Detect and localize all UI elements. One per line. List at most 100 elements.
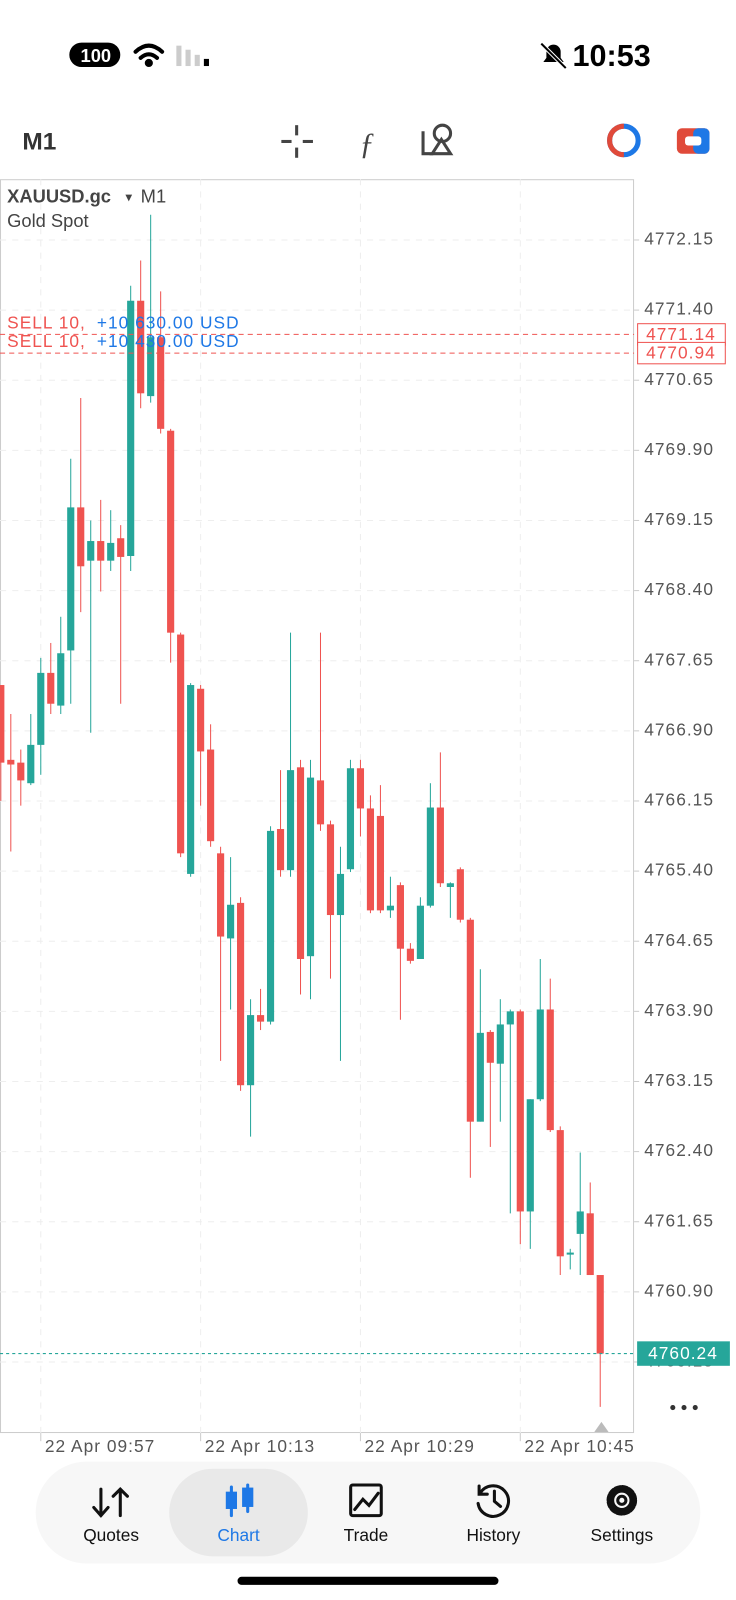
timeframe-button[interactable]: M1 [22,129,56,156]
candle-body [586,1213,594,1276]
candle-body [87,541,95,561]
objects-button[interactable] [421,123,454,156]
y-tick-label: 4763.90 [644,1000,714,1020]
candle-body [296,767,305,959]
wifi-icon [133,43,165,68]
order-price-tag [637,341,726,365]
crosshair-button[interactable] [281,125,313,158]
order-profit: +10 430.00 USD [97,331,240,351]
x-tick-label: 22 Apr 10:45 [524,1436,634,1456]
chart: 4772.15 4771.40 4770.65 4769.90 4769.15 4768.… [0,179,730,1456]
candle-body [0,685,5,763]
signal-icon [176,45,209,67]
candle-body [286,770,295,871]
chart-icon[interactable] [225,1483,254,1518]
mute-icon [539,42,568,70]
y-tick-label: 4769.15 [644,509,714,529]
y-tick-label: 4770.65 [644,369,714,389]
chart-symbol: XAUUSD.gc [7,186,111,207]
nav-label[interactable]: History [466,1525,520,1545]
candle-body [556,1130,564,1257]
candle-body [416,905,424,959]
order-label: SELL 10, [7,312,86,332]
scroll-marker [594,1421,609,1433]
candle-body [27,744,35,784]
candle-body [207,749,215,842]
candle-body [376,815,385,911]
candle-body [77,507,85,567]
candle-body [526,1099,534,1212]
candle-body [306,777,315,957]
candle-body [37,672,45,745]
candle-body [536,1009,544,1100]
candle-body [386,905,394,911]
order-price: 4771.14 [646,324,716,344]
y-tick-label: 4766.90 [644,719,714,739]
account-button[interactable] [607,123,641,158]
candle-body [127,300,135,557]
candle-body [276,829,285,871]
candle-body [107,542,115,561]
candle-body [137,300,145,394]
candle-body [476,1032,484,1122]
y-tick-label: 4772.15 [644,229,714,249]
y-tick-label: 4767.65 [644,649,714,669]
order-label: SELL 10, [7,331,86,351]
nav-label[interactable]: Settings [591,1525,654,1545]
candle-body [316,780,325,825]
candle-body [546,1009,554,1131]
candle-body [596,1275,604,1354]
candle-body [356,768,365,809]
symbol-dropdown[interactable]: ▾ [125,190,132,205]
current-price-tag [637,1341,730,1366]
order-price: 4770.94 [646,343,716,363]
indicators-button[interactable]: ƒ [359,127,374,161]
candle-body [566,1252,574,1255]
candle-body [256,1015,265,1022]
candle-body [67,507,75,651]
x-tick-label: 22 Apr 10:29 [365,1436,475,1456]
y-tick-label: 4769.90 [644,439,714,459]
nav-label[interactable]: Trade [344,1525,389,1545]
candle-body [496,1024,504,1064]
history-icon[interactable] [476,1484,510,1518]
candle-body [576,1211,584,1234]
candle-body [516,1011,524,1212]
trade-icon[interactable] [349,1483,383,1518]
settings-icon[interactable] [606,1485,638,1516]
nav-label[interactable]: Chart [217,1525,260,1545]
trade-button[interactable] [676,128,710,154]
current-price: 4760.24 [648,1343,718,1363]
y-tick-label: 4771.40 [644,299,714,319]
candle-body [227,904,235,939]
candle-body [197,688,205,752]
nav-bar [35,1461,701,1564]
candle-body [97,541,105,561]
candle-body [157,337,165,429]
nav-label[interactable]: Quotes [83,1525,139,1545]
candle-body [346,768,355,870]
clock: 10:53 [573,39,651,73]
more-button[interactable] [670,1405,698,1411]
candle-body [466,919,474,1122]
quotes-icon[interactable] [92,1486,129,1518]
candle-body [406,948,414,961]
candle-body [7,759,15,765]
battery-level: 100 [81,45,112,66]
candle-body [506,1011,514,1025]
candle-body [237,902,245,1086]
chart-frame [0,179,635,1434]
x-tick-label: 22 Apr 10:13 [205,1436,315,1456]
y-tick-label: 4765.40 [644,860,714,880]
chart-subtitle: Gold Spot [7,210,89,231]
y-tick-label: 4762.40 [644,1140,714,1160]
candle-body [326,824,335,916]
candle-body [117,538,125,557]
candle-body [187,685,195,874]
candle-body [177,634,185,854]
y-tick-label: 4764.65 [644,930,714,950]
home-indicator [237,1576,499,1585]
chart-timeframe: M1 [141,186,166,207]
